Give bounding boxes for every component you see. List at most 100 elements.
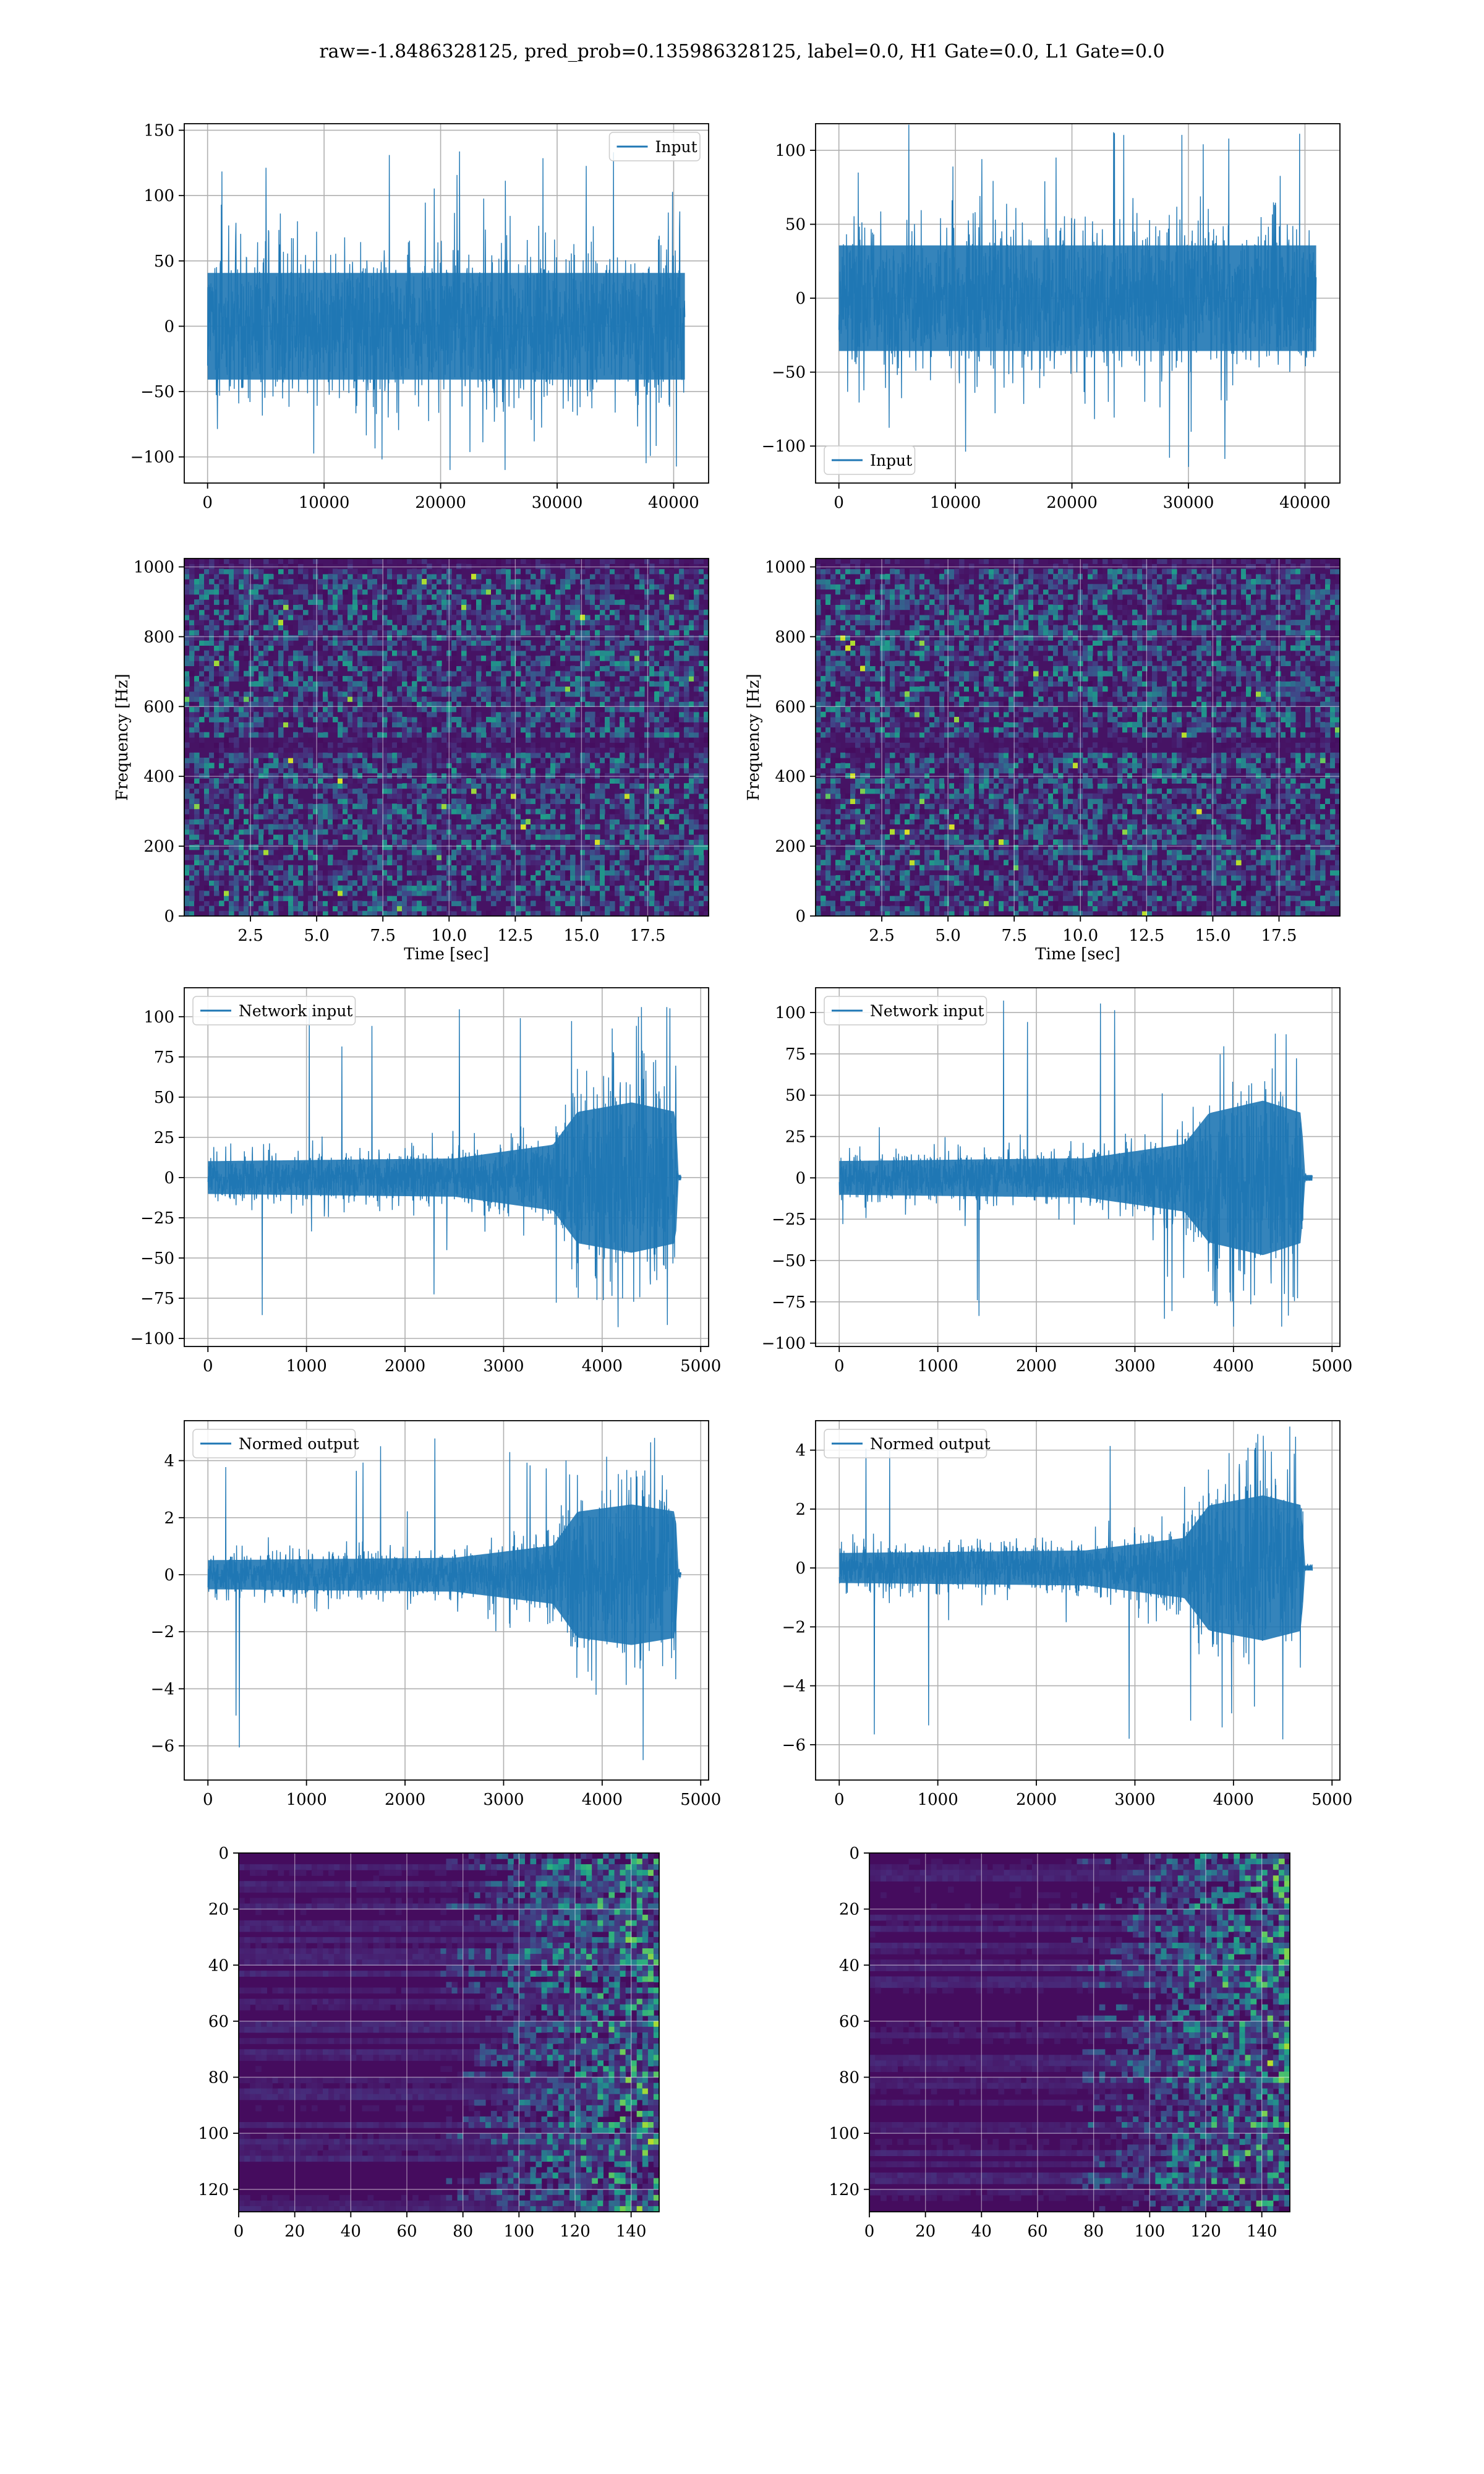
y-tick-label: 100 xyxy=(143,1008,174,1027)
series-band xyxy=(839,1495,1313,1641)
legend: Network input xyxy=(192,996,356,1025)
chart-raw-l1: Input 0 10000 20000 30000 40000 −100 −50 0 50 100 xyxy=(762,123,1341,512)
x-tick-label: 4000 xyxy=(1213,1357,1254,1376)
y-tick-label: 0 xyxy=(795,907,806,926)
y-tick-label: 80 xyxy=(839,2069,859,2087)
x-tick-label: 40000 xyxy=(1279,494,1331,512)
legend: Normed output xyxy=(192,1429,359,1458)
series-band xyxy=(839,1100,1313,1256)
x-tick-label: 4000 xyxy=(582,1791,623,1809)
legend-box xyxy=(824,1429,987,1458)
y-tick-label: 2 xyxy=(164,1509,174,1528)
x-tick-label: 7.5 xyxy=(1002,927,1027,945)
x-tick-label: 5000 xyxy=(680,1791,721,1809)
y-tick-label: −50 xyxy=(772,364,806,382)
y-tick-label: −50 xyxy=(140,383,174,401)
x-tick-label: 4000 xyxy=(582,1357,623,1376)
y-tick-label: 75 xyxy=(785,1045,806,1064)
y-tick-label: −100 xyxy=(762,1335,806,1353)
y-tick-label: −75 xyxy=(772,1293,806,1312)
x-tick-label: 10.0 xyxy=(1062,927,1098,945)
x-tick-label: 0 xyxy=(834,494,844,512)
x-tick-label: 10.0 xyxy=(431,927,467,945)
x-tick-label: 20 xyxy=(915,2222,936,2241)
series-band xyxy=(208,1102,681,1253)
y-tick-label: 1000 xyxy=(765,559,806,577)
chart-norm-l1: Normed output 0 1000 2000 3000 4000 5000 −6 −4 −2… xyxy=(782,1420,1352,1809)
legend-label: Normed output xyxy=(239,1435,359,1453)
x-tick-label: 40 xyxy=(341,2222,361,2241)
x-tick-label: 2.5 xyxy=(237,927,263,945)
x-tick-label: 30000 xyxy=(1163,494,1214,512)
y-tick-label: 100 xyxy=(829,2125,859,2143)
y-tick-label: 100 xyxy=(198,2125,229,2143)
y-tick-label: 60 xyxy=(839,2013,859,2031)
legend-label: Network input xyxy=(870,1002,984,1020)
y-tick-label: 0 xyxy=(164,907,174,926)
y-tick-label: 25 xyxy=(154,1129,174,1147)
y-tick-label: 200 xyxy=(775,837,806,856)
x-tick-label: 140 xyxy=(1247,2222,1277,2241)
x-tick-label: 2000 xyxy=(1016,1791,1057,1809)
x-tick-label: 100 xyxy=(504,2222,535,2241)
y-tick-label: 0 xyxy=(849,1844,859,1863)
legend-label: Input xyxy=(870,452,912,469)
axes-frame xyxy=(869,1852,1290,2212)
y-tick-label: 400 xyxy=(143,768,174,786)
x-tick-label: 5000 xyxy=(1311,1791,1352,1809)
y-tick-label: −6 xyxy=(782,1736,806,1755)
x-tick-label: 3000 xyxy=(483,1791,524,1809)
x-tick-label: 10000 xyxy=(930,494,981,512)
y-tick-label: 100 xyxy=(775,142,806,160)
x-tick-label: 0 xyxy=(203,1357,213,1376)
x-tick-label: 1000 xyxy=(918,1791,958,1809)
y-tick-label: 200 xyxy=(143,837,174,856)
y-tick-label: 20 xyxy=(839,1901,859,1919)
y-tick-label: 2 xyxy=(795,1500,806,1519)
x-tick-label: 2000 xyxy=(385,1791,425,1809)
y-tick-label: 0 xyxy=(795,1559,806,1578)
x-tick-label: 40000 xyxy=(648,494,699,512)
figure-title: raw=-1.8486328125, pred_prob=0.135986328… xyxy=(319,41,1165,62)
chart-spec-l1: 2.5 5.0 7.5 10.0 12.5 15.0 17.5 0 200 400 600 800 10… xyxy=(744,558,1341,964)
legend-box xyxy=(824,445,916,475)
x-tick-label: 30000 xyxy=(532,494,583,512)
x-tick-label: 17.5 xyxy=(630,927,666,945)
x-tick-label: 3000 xyxy=(483,1357,524,1376)
chart-feat-l1: 0 20 40 60 80 100 120 140 0 20 40 60 80 100 120 xyxy=(829,1844,1290,2241)
y-tick-label: −100 xyxy=(762,437,806,456)
x-tick-label: 20 xyxy=(284,2222,305,2241)
y-tick-label: 100 xyxy=(143,187,174,205)
y-tick-label: 80 xyxy=(208,2069,229,2087)
legend-box xyxy=(192,1429,356,1458)
x-tick-label: 15.0 xyxy=(563,927,599,945)
x-tick-label: 100 xyxy=(1135,2222,1166,2241)
x-tick-label: 0 xyxy=(834,1357,845,1376)
y-tick-label: 0 xyxy=(164,317,174,336)
x-tick-label: 120 xyxy=(1190,2222,1221,2241)
x-tick-label: 2.5 xyxy=(869,927,894,945)
axes-frame xyxy=(238,1852,660,2212)
y-tick-label: 1000 xyxy=(134,559,174,577)
y-tick-label: 4 xyxy=(164,1452,174,1471)
x-tick-label: 1000 xyxy=(918,1357,958,1376)
x-axis-label: Time [sec] xyxy=(1035,945,1120,964)
y-tick-label: −6 xyxy=(151,1737,174,1756)
y-tick-label: −25 xyxy=(772,1210,806,1229)
x-tick-label: 17.5 xyxy=(1261,927,1297,945)
axes-frame xyxy=(184,987,709,1347)
y-tick-label: 20 xyxy=(208,1901,229,1919)
x-tick-label: 20000 xyxy=(415,494,466,512)
axes-frame xyxy=(184,1420,709,1781)
y-tick-label: 75 xyxy=(154,1048,174,1067)
x-tick-label: 5000 xyxy=(680,1357,721,1376)
legend-label: Normed output xyxy=(870,1435,991,1453)
x-tick-label: 40 xyxy=(971,2222,992,2241)
legend-box xyxy=(192,996,356,1025)
legend-label: Network input xyxy=(239,1002,352,1020)
y-tick-label: 0 xyxy=(795,1169,806,1188)
y-tick-label: 0 xyxy=(164,1566,174,1585)
axes-frame xyxy=(815,558,1341,917)
